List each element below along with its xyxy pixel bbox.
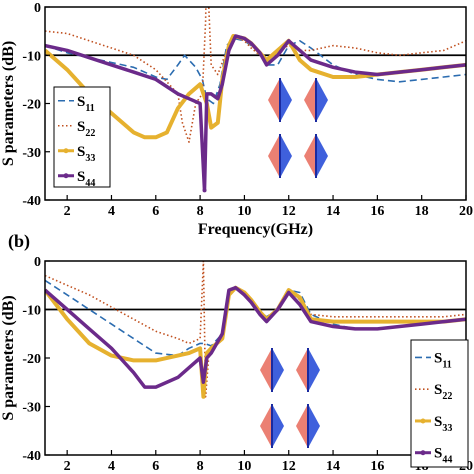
x-tick-label: 8 [197,204,204,219]
x-tick-label: 10 [237,204,251,219]
series-line-s11 [45,37,466,105]
antenna-element [304,78,328,122]
x-tick-label: 2 [64,204,71,219]
x-tick-label: 2 [64,459,71,474]
legend-marker [63,148,69,154]
legend-box [53,86,111,188]
series-marker-s44 [202,188,207,193]
y-tick-label: -40 [22,194,41,209]
series-line-s33 [45,285,466,399]
antenna-element [260,404,284,448]
series-line-s33 [45,34,466,140]
legend-marker [63,173,69,179]
x-tick-label: 14 [326,204,340,219]
series-line-s22 [45,7,466,143]
antenna-element [296,404,320,448]
y-tick-label: -10 [22,304,41,319]
series-line-s44 [45,285,466,389]
antenna-illustration [260,348,320,448]
x-tick-label: 10 [237,459,251,474]
y-tick-label: 0 [34,255,41,270]
plot-frame [44,260,467,456]
y-axis-label: S parameters (dB) [0,295,17,420]
antenna-element [260,348,284,392]
x-tick-label: 20 [459,204,473,219]
y-tick-label: -30 [22,401,41,416]
y-tick-label: -20 [22,98,41,113]
x-tick-label: 4 [108,459,115,474]
antenna-element [268,134,292,178]
y-tick-label: -30 [22,146,41,161]
y-tick-label: -20 [22,352,41,367]
panel-label: (b) [8,231,30,252]
legend-box [410,339,469,468]
antenna-element [304,134,328,178]
chart-panel-a: 2 4 6 8 10 12 14 16 18 20 0 -10 -20 -30 -40 S parameter… [0,1,473,238]
x-axis-label: Frequency(GHz) [198,221,313,238]
x-tick-label: 4 [108,204,115,219]
y-axis-label: S parameters (dB) [0,41,17,166]
x-tick-label: 14 [326,459,340,474]
series-line-s44 [45,34,466,193]
y-tick-label: 0 [34,1,41,16]
antenna-element [296,348,320,392]
x-tick-label: 12 [282,459,296,474]
x-tick-label: 18 [415,204,429,219]
series-line-s22 [45,261,466,398]
y-tick-label: -40 [22,449,41,464]
x-tick-label: 6 [152,459,159,474]
x-tick-label: 16 [370,459,384,474]
legend-marker [420,418,426,424]
antenna-illustration [268,78,328,178]
x-tick-label: 16 [370,204,384,219]
y-tick-label: -10 [22,49,41,64]
x-tick-label: 8 [197,459,204,474]
antenna-element [268,78,292,122]
x-tick-label: 12 [282,204,296,219]
legend-marker [420,450,426,456]
x-tick-label: 6 [152,204,159,219]
